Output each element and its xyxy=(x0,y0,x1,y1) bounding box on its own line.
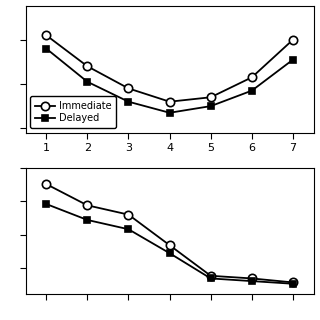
Delayed xyxy=(168,111,172,115)
Immediate xyxy=(209,95,213,99)
Delayed xyxy=(250,89,254,92)
Delayed xyxy=(209,104,213,108)
Immediate xyxy=(209,274,213,278)
Immediate xyxy=(126,86,130,90)
Delayed xyxy=(291,58,295,61)
Line: Delayed: Delayed xyxy=(43,45,297,116)
Immediate xyxy=(250,76,254,79)
Immediate xyxy=(85,64,89,68)
Delayed xyxy=(85,218,89,222)
Immediate xyxy=(291,38,295,42)
Delayed xyxy=(250,279,254,283)
Line: Immediate: Immediate xyxy=(42,31,297,106)
Legend: Immediate, Delayed: Immediate, Delayed xyxy=(30,96,116,128)
Immediate xyxy=(126,213,130,217)
Delayed xyxy=(168,251,172,255)
Immediate xyxy=(168,243,172,247)
Delayed xyxy=(126,100,130,104)
Immediate xyxy=(44,182,48,186)
Delayed xyxy=(44,202,48,206)
Immediate xyxy=(44,33,48,37)
Immediate xyxy=(250,276,254,280)
Immediate xyxy=(168,100,172,104)
Delayed xyxy=(291,282,295,286)
Immediate xyxy=(291,281,295,284)
Immediate xyxy=(85,204,89,207)
Delayed xyxy=(209,276,213,280)
Line: Immediate: Immediate xyxy=(42,180,297,287)
Delayed xyxy=(126,227,130,231)
Delayed xyxy=(44,47,48,51)
Delayed xyxy=(85,80,89,84)
Line: Delayed: Delayed xyxy=(43,201,297,287)
